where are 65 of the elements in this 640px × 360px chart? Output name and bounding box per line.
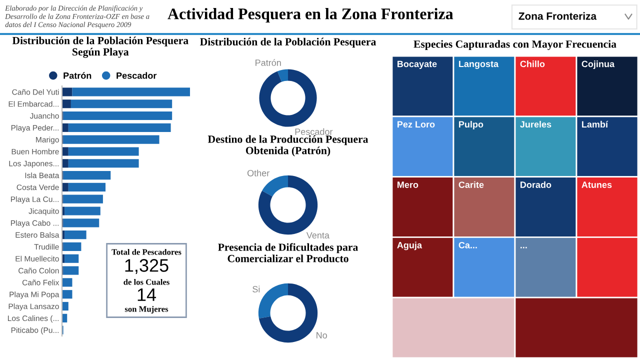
bar: [63, 194, 103, 204]
bar: [62, 88, 72, 96]
bar: [64, 254, 79, 263]
annotation: 14: [138, 288, 156, 301]
bar: [62, 182, 68, 192]
bar: [63, 171, 111, 180]
text: Zona Fronteriza: [518, 12, 597, 20]
bar: [62, 147, 68, 156]
bar: [62, 159, 68, 168]
bar: [63, 111, 172, 120]
category-label: Langosta: [459, 60, 499, 69]
category-label: Lambí: [582, 120, 608, 128]
slice-label: Other: [247, 170, 270, 176]
slice-label: Si: [252, 286, 260, 292]
legend-label: Patrón: [64, 72, 92, 79]
donut-slice: [258, 283, 318, 343]
chart-title: Destino de la Producción Pesquera Obtenida (Patrón): [208, 135, 368, 156]
bar: [68, 182, 106, 192]
category-label: Aguja: [397, 242, 422, 250]
bar: [63, 135, 160, 144]
bar: [68, 159, 139, 168]
category-label: Pulpo: [459, 120, 484, 130]
bar: [62, 302, 68, 311]
bar: [62, 290, 72, 299]
slice-label: Venta: [306, 232, 330, 239]
chart-title: Presencia de Dificultades para Comercializar el Producto: [218, 243, 358, 262]
donut-slice: [262, 175, 288, 196]
donut-slice: [277, 69, 288, 82]
category-label: Chillo: [520, 60, 545, 68]
annotation: de los Cuales: [124, 278, 170, 285]
bar: [63, 242, 82, 251]
category-label: ...: [520, 246, 527, 248]
slice-label: No: [316, 332, 327, 338]
bar: [63, 266, 79, 275]
bar: [64, 230, 86, 240]
chart-title: Distribución de la Población Pesquera Según Playa: [12, 36, 188, 58]
text: Actividad Pesquera en la Zona Fronteriza: [168, 8, 454, 23]
legend-label: Pescador: [116, 72, 157, 79]
bar: [64, 206, 100, 216]
category-label: Atunes: [582, 182, 612, 188]
bar: [63, 218, 100, 228]
category-label: Jureles: [520, 120, 552, 128]
category-label: Pez Loro: [398, 121, 435, 128]
annotation: son Mujeres: [124, 306, 168, 314]
slice-label: Patrón: [256, 59, 281, 66]
chart-title: Distribución de la Población Pesquera: [200, 38, 376, 48]
bar: [68, 123, 171, 132]
category-label: Bocayate: [398, 60, 437, 69]
annotation: Total de Pescadores: [112, 248, 182, 255]
bar: [70, 100, 172, 108]
annotation: 1,325: [125, 259, 168, 274]
donut-slice: [259, 69, 317, 127]
category-label: Ca...: [458, 242, 477, 248]
category-label: Cojinua: [582, 60, 615, 69]
bar: [68, 147, 139, 156]
text: Especies Capturadas con Mayor Frecuencia: [414, 40, 616, 50]
donut-slice: [258, 283, 288, 319]
category-label: Carite: [458, 181, 484, 188]
bar: [62, 100, 71, 108]
category-label: Dorado: [520, 181, 552, 188]
bar: [62, 123, 68, 132]
slice-label: Pescador: [295, 128, 333, 135]
bar: [62, 278, 72, 287]
category-label: Mero: [398, 182, 418, 188]
bar: [72, 88, 190, 96]
